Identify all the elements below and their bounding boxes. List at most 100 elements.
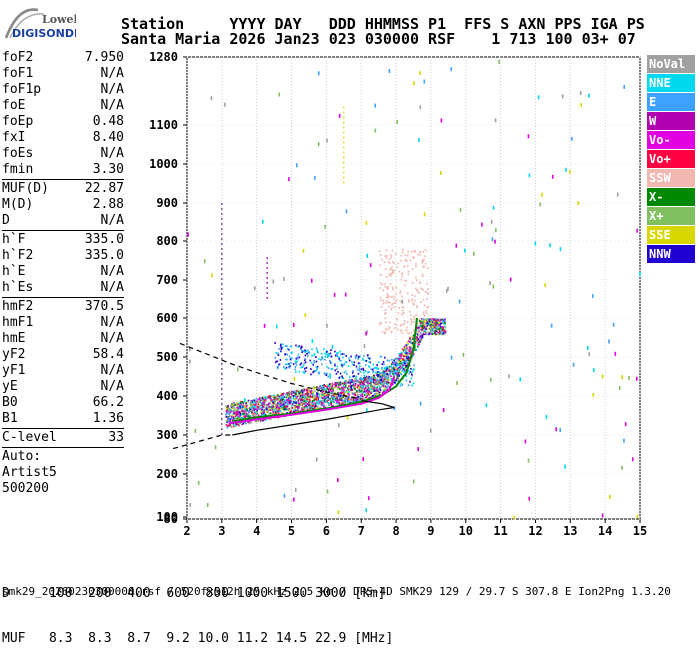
echo-point	[294, 487, 297, 492]
echo-point	[361, 382, 364, 385]
echo-point	[282, 408, 285, 411]
echo-point	[551, 174, 554, 179]
echo-point	[422, 321, 425, 324]
echo-point	[279, 402, 281, 405]
echo-point	[332, 387, 334, 390]
param-name: yF1	[2, 363, 26, 378]
echo-point	[323, 372, 326, 375]
echo-point	[423, 258, 425, 261]
echo-point	[400, 254, 402, 257]
echo-point	[388, 258, 391, 261]
echo-point	[306, 406, 309, 409]
echo-point	[247, 415, 249, 418]
echo-point	[346, 400, 349, 403]
echo-point	[351, 371, 354, 374]
logo-line1: Lowell	[42, 13, 76, 26]
echo-point	[384, 332, 386, 335]
echo-point	[280, 348, 283, 350]
echo-point	[320, 397, 323, 399]
echo-point	[417, 334, 419, 337]
echo-point	[378, 385, 381, 388]
echo-point	[485, 403, 488, 408]
echo-point	[288, 400, 290, 403]
echo-point	[358, 388, 361, 391]
echo-point	[424, 321, 427, 324]
echo-point	[387, 305, 390, 308]
echo-point	[391, 302, 394, 305]
echo-point	[412, 302, 414, 304]
echo-point	[565, 167, 567, 172]
echo-point	[624, 422, 627, 427]
echo-point	[413, 321, 415, 323]
echo-point	[239, 401, 242, 404]
echo-cluster-1	[378, 248, 429, 336]
echo-point	[229, 409, 231, 412]
echo-point	[241, 408, 243, 410]
echo-point	[332, 404, 334, 407]
echo-point	[422, 298, 425, 301]
echo-point	[300, 366, 302, 369]
echo-point	[304, 400, 306, 402]
echo-point	[330, 362, 333, 365]
echo-point	[346, 387, 349, 389]
echo-point	[297, 408, 300, 411]
param-value: N/A	[100, 331, 124, 346]
echo-point	[280, 350, 282, 353]
echo-point	[262, 406, 264, 408]
echo-point	[245, 404, 248, 406]
echo-point	[355, 375, 358, 378]
echo-point	[379, 375, 382, 378]
echo-point	[400, 353, 403, 356]
echo-point	[386, 366, 389, 369]
echo-point	[308, 401, 310, 404]
echo-point	[414, 348, 416, 351]
echo-point	[380, 299, 383, 302]
echo-point	[363, 383, 366, 386]
echo-point	[544, 283, 547, 288]
echo-point	[401, 251, 404, 254]
echo-point	[323, 403, 325, 406]
header-line-1: Station YYYY DAY DDD HHMMSS P1 FFS S AXN…	[121, 15, 645, 33]
echo-point	[313, 176, 316, 181]
param-h-es: h`Es N/A	[2, 280, 124, 296]
echo-point	[337, 402, 340, 404]
echo-point	[444, 331, 447, 334]
echo-point	[459, 207, 462, 212]
echo-point	[406, 354, 409, 357]
echo-point	[375, 393, 377, 396]
echo-point	[300, 345, 303, 348]
echo-point	[272, 411, 275, 414]
echo-point	[288, 177, 290, 182]
echo-point	[237, 417, 239, 419]
echo-point	[262, 403, 264, 406]
echo-point	[357, 362, 360, 365]
echo-point	[379, 321, 382, 324]
echo-point	[363, 375, 366, 378]
echo-point	[375, 380, 377, 383]
echo-point	[412, 382, 415, 385]
echo-point	[541, 192, 543, 197]
echo-point	[271, 400, 274, 403]
echo-point	[244, 407, 247, 410]
echo-point	[354, 357, 357, 360]
echo-point	[324, 373, 326, 376]
echo-point	[391, 383, 394, 386]
echo-point	[342, 385, 345, 387]
echo-point	[236, 415, 239, 418]
footer-info: smk29_20260230300000.rsf / 520fx512h 25 …	[2, 585, 671, 598]
echo-point	[365, 396, 367, 399]
echo-point	[390, 375, 392, 378]
echo-point	[262, 411, 264, 414]
echo-point	[412, 303, 415, 306]
echo-point	[369, 387, 372, 389]
echo-point	[302, 408, 304, 410]
echo-point	[312, 394, 315, 396]
echo-point	[378, 371, 380, 374]
echo-point	[401, 359, 403, 362]
echo-point	[239, 417, 241, 420]
echo-point	[375, 386, 378, 389]
echo-point	[361, 395, 364, 398]
echo-point	[299, 363, 302, 366]
echo-point	[285, 401, 288, 404]
echo-point	[291, 390, 293, 393]
